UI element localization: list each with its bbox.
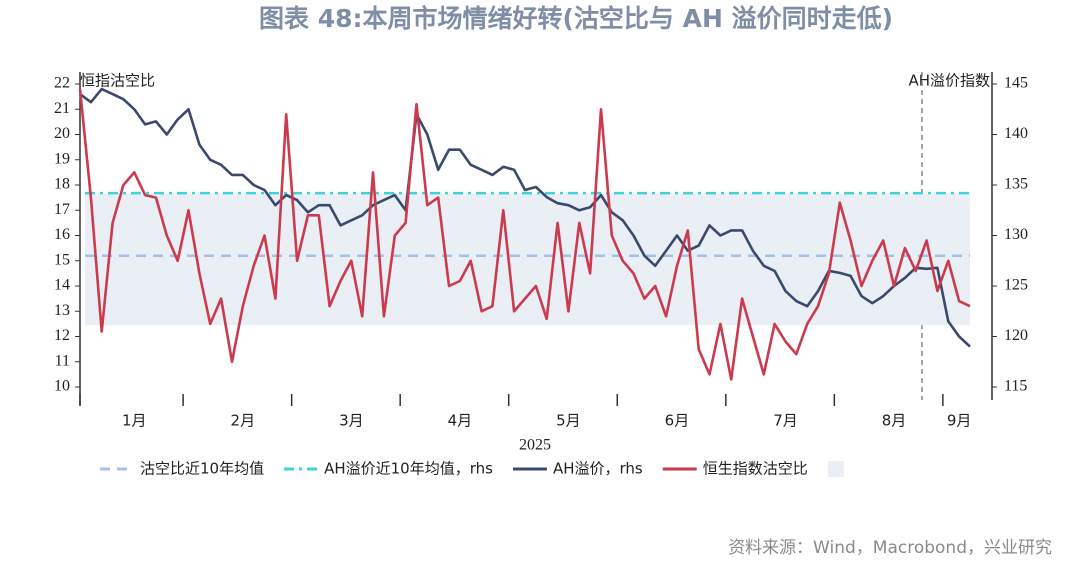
x-axis-label: 2025 <box>519 437 551 454</box>
legend-swatch <box>827 461 844 477</box>
series-line <box>79 87 971 348</box>
y-tick-label: 10 <box>54 378 70 395</box>
y-tick-label: 12 <box>54 327 70 344</box>
x-tick-label: 3月 <box>339 412 364 430</box>
legend-label: AH溢价，rhs <box>553 460 643 478</box>
legend-label: 沽空比近10年均值 <box>140 460 264 478</box>
y-tick-label: 11 <box>55 352 70 369</box>
x-tick-label: 7月 <box>773 412 798 430</box>
y-tick-label: 19 <box>54 150 70 167</box>
x-tick-label: 1月 <box>122 412 147 430</box>
y-tick-label: 22 <box>54 75 70 92</box>
y-tick-label: 13 <box>54 302 70 319</box>
y2-tick-label: 125 <box>1004 277 1028 294</box>
y-tick-label: 17 <box>54 201 70 218</box>
y-axis-label: 恒指沽空比 <box>80 72 155 90</box>
range-band <box>85 193 970 326</box>
y2-tick-label: 130 <box>1004 226 1028 243</box>
x-tick-label: 8月 <box>882 412 907 430</box>
y2-tick-label: 120 <box>1004 327 1028 344</box>
y2-tick-label: 145 <box>1004 75 1028 92</box>
y-tick-label: 15 <box>54 251 70 268</box>
y-tick-label: 21 <box>54 100 70 117</box>
y2-tick-label: 115 <box>1004 378 1027 395</box>
y-tick-label: 14 <box>54 277 70 294</box>
legend-label: AH溢价近10年均值，rhs <box>324 460 493 478</box>
x-tick-label: 5月 <box>556 412 581 430</box>
x-tick-label: 6月 <box>665 412 690 430</box>
chart-title: 图表 48:本周市场情绪好转(沽空比与 AH 溢价同时走低) <box>259 4 893 33</box>
y2-axis-label: AH溢价指数 <box>908 72 990 90</box>
x-tick-label: 9月 <box>947 412 972 430</box>
series-line <box>78 88 971 381</box>
y-tick-label: 16 <box>54 226 70 243</box>
y2-tick-label: 135 <box>1004 176 1028 193</box>
x-tick-label: 4月 <box>448 412 473 430</box>
legend-label: 恒生指数沽空比 <box>703 460 808 478</box>
y-tick-label: 20 <box>54 125 70 142</box>
y2-tick-label: 140 <box>1004 125 1028 142</box>
x-tick-label: 2月 <box>231 412 256 430</box>
y-tick-label: 18 <box>54 176 70 193</box>
source-note: 资料来源：Wind，Macrobond，兴业研究 <box>728 538 1052 558</box>
